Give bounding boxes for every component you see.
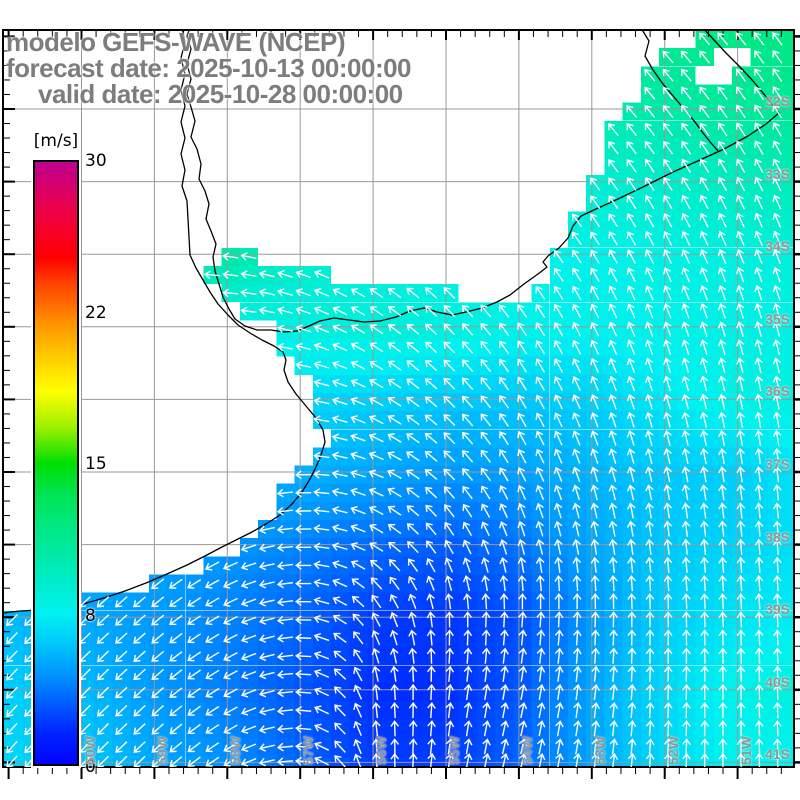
forecast-date-label: forecast date: 2025-10-13 00:00:00 xyxy=(6,53,412,83)
longitude-label: 54W xyxy=(518,736,535,765)
longitude-label: 55W xyxy=(446,736,462,765)
colorbar-tick-label: 30 xyxy=(85,151,107,171)
coastline xyxy=(3,30,780,614)
model-title: modelo GEFS-WAVE (NCEP) xyxy=(6,27,346,57)
longitude-label: 59W xyxy=(154,736,171,765)
latitude-label: 34S xyxy=(765,238,790,255)
latitude-label: 37S xyxy=(765,456,790,472)
colorbar-units-label: [m/s] xyxy=(33,131,79,151)
colorbar-tick-label: 22 xyxy=(85,302,107,323)
longitude-label: 51W xyxy=(737,736,754,765)
latitude-label: 41S xyxy=(765,746,790,763)
longitude-label: 60W xyxy=(81,736,98,765)
longitude-label: 53W xyxy=(591,736,608,765)
latitude-label: 39S xyxy=(765,601,790,618)
latitude-label: 33S xyxy=(765,165,790,182)
valid-date-label: valid date: 2025-10-28 00:00:00 xyxy=(38,79,403,109)
land-patches xyxy=(695,48,751,85)
latitude-label: 36S xyxy=(765,383,790,400)
longitude-label: 56W xyxy=(373,736,390,765)
longitude-label: 52W xyxy=(664,736,681,765)
latitude-label: 32S xyxy=(765,93,790,109)
longitude-label: 57W xyxy=(300,736,317,765)
latitude-label: 38S xyxy=(765,528,790,545)
colorbar-tick-label: 0 xyxy=(85,757,96,777)
colorbar-tick-label: 15 xyxy=(85,454,107,474)
latitude-label: 35S xyxy=(765,310,790,327)
colorbar xyxy=(33,160,79,766)
colorbar-tick-label: 8 xyxy=(85,605,96,626)
latitude-label: 40S xyxy=(765,673,790,690)
longitude-label: 58W xyxy=(227,736,244,765)
